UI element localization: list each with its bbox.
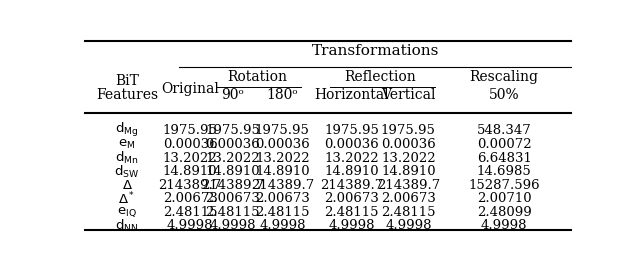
Text: Original: Original: [161, 82, 219, 96]
Text: 0.00036: 0.00036: [255, 138, 310, 151]
Text: 2.48115: 2.48115: [381, 206, 436, 219]
Text: 15287.596: 15287.596: [468, 179, 540, 192]
Text: 4.9998: 4.9998: [209, 219, 256, 232]
Text: 214389.7: 214389.7: [320, 179, 383, 192]
Text: 1975.95: 1975.95: [324, 124, 380, 137]
Text: $\mathrm{d_{Mg}}$: $\mathrm{d_{Mg}}$: [115, 121, 139, 139]
Text: $\mathrm{d_{NN}}$: $\mathrm{d_{NN}}$: [115, 217, 139, 233]
Text: 0.00036: 0.00036: [163, 138, 218, 151]
Text: 14.8910: 14.8910: [324, 165, 379, 178]
Text: 2.00673: 2.00673: [163, 192, 218, 205]
Text: 4.9998: 4.9998: [385, 219, 431, 232]
Text: 2.00673: 2.00673: [205, 192, 260, 205]
Text: Reflection: Reflection: [344, 70, 416, 84]
Text: 14.8910: 14.8910: [255, 165, 310, 178]
Text: 0.00036: 0.00036: [324, 138, 379, 151]
Text: 14.8910: 14.8910: [205, 165, 260, 178]
Text: 214389.7: 214389.7: [251, 179, 314, 192]
Text: 2.48115: 2.48115: [205, 206, 260, 219]
Text: 2.00673: 2.00673: [324, 192, 380, 205]
Text: 2.48115: 2.48115: [324, 206, 379, 219]
Text: 13.2022: 13.2022: [381, 152, 436, 165]
Text: 214389.7: 214389.7: [159, 179, 221, 192]
Text: 0.00036: 0.00036: [381, 138, 436, 151]
Text: 13.2022: 13.2022: [324, 152, 379, 165]
Text: Rescaling: Rescaling: [470, 70, 539, 84]
Text: 2.00710: 2.00710: [477, 192, 531, 205]
Text: 4.9998: 4.9998: [259, 219, 306, 232]
Text: 180ᵒ: 180ᵒ: [266, 88, 298, 102]
Text: 0.00072: 0.00072: [477, 138, 531, 151]
Text: 548.347: 548.347: [477, 124, 531, 137]
Text: $\mathrm{d_{Mn}}$: $\mathrm{d_{Mn}}$: [115, 150, 139, 166]
Text: 13.2022: 13.2022: [205, 152, 260, 165]
Text: 2.48115: 2.48115: [255, 206, 310, 219]
Text: 90ᵒ: 90ᵒ: [221, 88, 244, 102]
Text: Features: Features: [96, 88, 158, 102]
Text: 0.00036: 0.00036: [205, 138, 260, 151]
Text: $\mathrm{e_{IQ}}$: $\mathrm{e_{IQ}}$: [117, 206, 137, 219]
Text: 2.48099: 2.48099: [477, 206, 531, 219]
Text: 4.9998: 4.9998: [167, 219, 213, 232]
Text: 2.48115: 2.48115: [163, 206, 218, 219]
Text: Horizontal: Horizontal: [314, 88, 389, 102]
Text: 2.00673: 2.00673: [381, 192, 436, 205]
Text: 1975.95: 1975.95: [255, 124, 310, 137]
Text: 1975.95: 1975.95: [205, 124, 260, 137]
Text: 14.8910: 14.8910: [163, 165, 218, 178]
Text: 13.2022: 13.2022: [163, 152, 218, 165]
Text: 1975.95: 1975.95: [163, 124, 218, 137]
Text: Rotation: Rotation: [228, 70, 287, 84]
Text: $\mathrm{e_{M}}$: $\mathrm{e_{M}}$: [118, 138, 136, 151]
Text: 1975.95: 1975.95: [381, 124, 436, 137]
Text: 214389.7: 214389.7: [377, 179, 440, 192]
Text: 50%: 50%: [489, 88, 520, 102]
Text: $\Delta^*$: $\Delta^*$: [118, 190, 136, 207]
Text: 214389.7: 214389.7: [201, 179, 264, 192]
Text: Transformations: Transformations: [312, 43, 439, 58]
Text: 14.6985: 14.6985: [477, 165, 531, 178]
Text: $\Delta$: $\Delta$: [122, 179, 132, 192]
Text: 6.64831: 6.64831: [477, 152, 531, 165]
Text: 14.8910: 14.8910: [381, 165, 436, 178]
Text: 4.9998: 4.9998: [328, 219, 375, 232]
Text: Vertical: Vertical: [381, 88, 436, 102]
Text: BiT: BiT: [115, 74, 139, 88]
Text: 4.9998: 4.9998: [481, 219, 527, 232]
Text: 13.2022: 13.2022: [255, 152, 310, 165]
Text: $\mathrm{d_{SW}}$: $\mathrm{d_{SW}}$: [115, 163, 140, 180]
Text: 2.00673: 2.00673: [255, 192, 310, 205]
